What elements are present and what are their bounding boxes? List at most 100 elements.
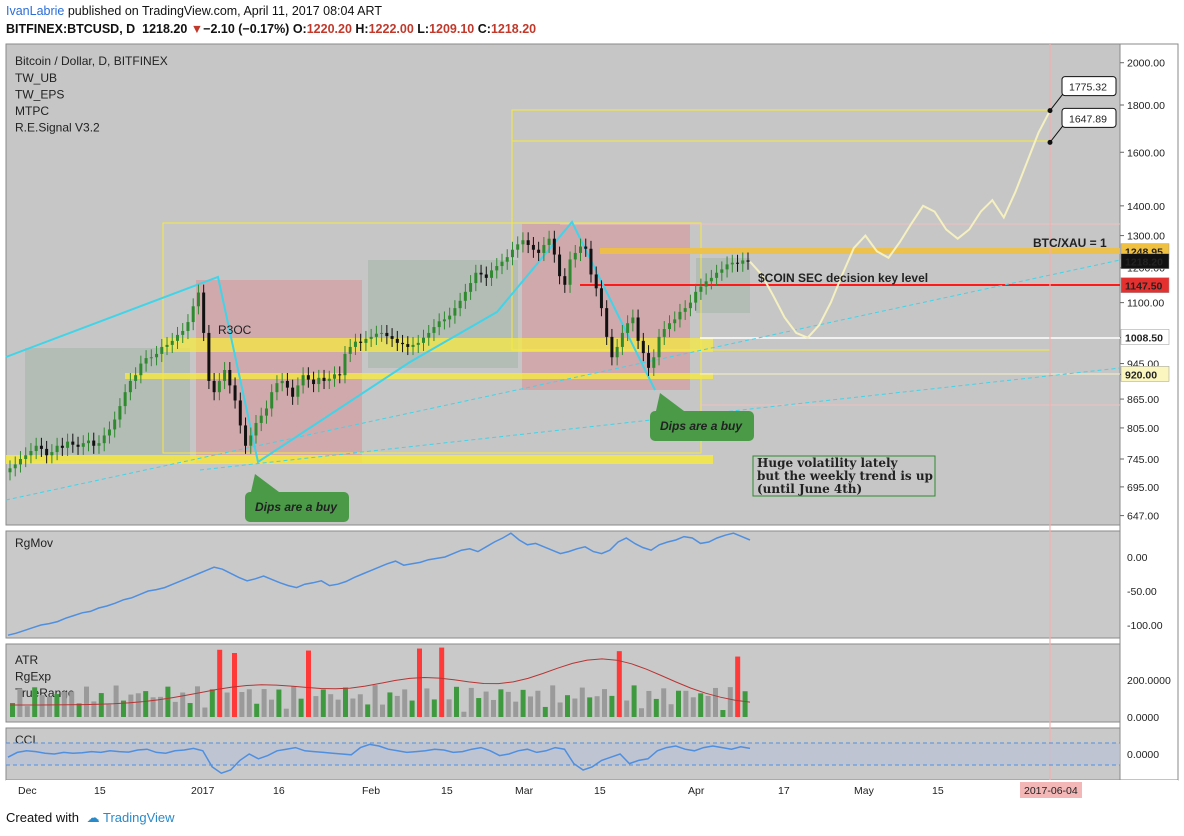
time-tick-label: Dec [18,785,37,797]
price-badge [1120,329,1170,345]
change-arrow-icon: ▼ [190,22,204,36]
true-range-bar [143,691,149,717]
true-range-bar [742,691,748,717]
candle-body [55,445,59,453]
candle-body [207,332,211,381]
true-range-bar [579,687,585,717]
true-range-bar [735,656,741,717]
candle-body [652,357,656,368]
candle-body [280,380,284,384]
candle-body [521,240,525,245]
price-tick-label: 745.00 [1127,454,1159,466]
candle-body [170,340,174,345]
time-tick-label: Mar [515,785,534,797]
true-range-bar [335,699,341,717]
candle-body [657,336,661,358]
published-text: published on TradingView.com, April 11, … [67,4,382,18]
candle-body [584,246,588,249]
candle-body [107,429,111,436]
candle-body [191,306,195,323]
callout-pointer [251,474,279,492]
btc-xau-label: BTC/XAU = 1 [1033,236,1107,250]
candle-body [71,441,75,445]
candle-body [181,330,185,335]
price-tick-label: 695.00 [1127,482,1159,494]
true-range-bar [505,691,511,717]
sec-decision-label: $COIN SEC decision key level [758,271,928,285]
candle-body [746,260,750,262]
true-range-bar [713,687,718,717]
true-range-bar [409,700,415,717]
true-range-bar [283,708,289,717]
time-tick-label: 17 [778,785,790,797]
candle-body [60,445,64,448]
dips-callout-label: Dips are a buy [255,500,338,514]
candle-body [401,342,405,345]
callout-pointer [1049,124,1065,143]
dashed-trendline [5,259,1121,501]
candle-body [725,264,729,270]
candle-body [259,415,263,423]
candle-body [736,262,740,264]
candle-body [599,288,603,309]
true-range-bar [668,704,674,717]
true-range-bar [557,702,563,717]
true-range-bar [76,703,82,717]
projection-path [749,110,1051,339]
callout-pointer [656,393,684,411]
candle-body [301,375,305,386]
candle-body [626,323,630,333]
candle-body [175,334,179,341]
true-range-bar [520,689,526,717]
atr-line [10,658,751,706]
candle-body [374,333,378,337]
price-badge-label: 1147.50 [1125,281,1163,293]
ohlc-low: 1209.10 [429,22,475,36]
candle-body [505,257,509,262]
true-range-bar [98,693,104,717]
candle-body [223,369,227,381]
candle-body [537,249,541,253]
price-tick-label: 1100.00 [1127,298,1164,310]
candle-body [427,332,431,338]
candle-body [699,286,703,292]
candle-body [244,425,248,446]
candle-body [620,332,624,347]
candle-body [29,451,33,456]
rgmov-title: RgMov [15,536,53,550]
true-range-bar [195,686,200,717]
date-marker-label: 2017-06-04 [1024,785,1078,797]
candle-body [317,377,321,385]
rgmov-tick-label: -100.00 [1127,620,1163,632]
true-range-bar [720,710,726,717]
true-range-bar [727,687,733,717]
candle-body [343,353,347,376]
true-range-bar [291,685,297,717]
candle-body [453,308,457,316]
candle-body [568,259,572,285]
candle-body [558,254,562,277]
true-range-bar [491,699,496,717]
candle-body [474,272,478,284]
price-tick-label: 2000.00 [1127,58,1165,70]
tradingview-brand-link[interactable]: ☁ TradingView [86,810,175,825]
true-range-bar [402,689,408,717]
candle-body [270,392,274,409]
rgmov-line [7,532,751,636]
candle-body [526,240,530,245]
candle-body [327,378,331,381]
true-range-bar [306,650,311,717]
price-tick-label: 1800.00 [1127,100,1165,112]
candle-body [13,464,17,469]
true-range-bar [180,692,186,717]
true-range-bar [476,698,482,717]
rgmov-pane [5,530,1121,639]
target-callout-label: 1647.89 [1069,113,1107,125]
candle-body [333,374,337,379]
true-range-bar [135,693,141,717]
true-range-bar [372,685,378,717]
candle-body [97,443,101,446]
candle-body [76,444,80,447]
author-link[interactable]: IvanLabrie [6,4,65,18]
